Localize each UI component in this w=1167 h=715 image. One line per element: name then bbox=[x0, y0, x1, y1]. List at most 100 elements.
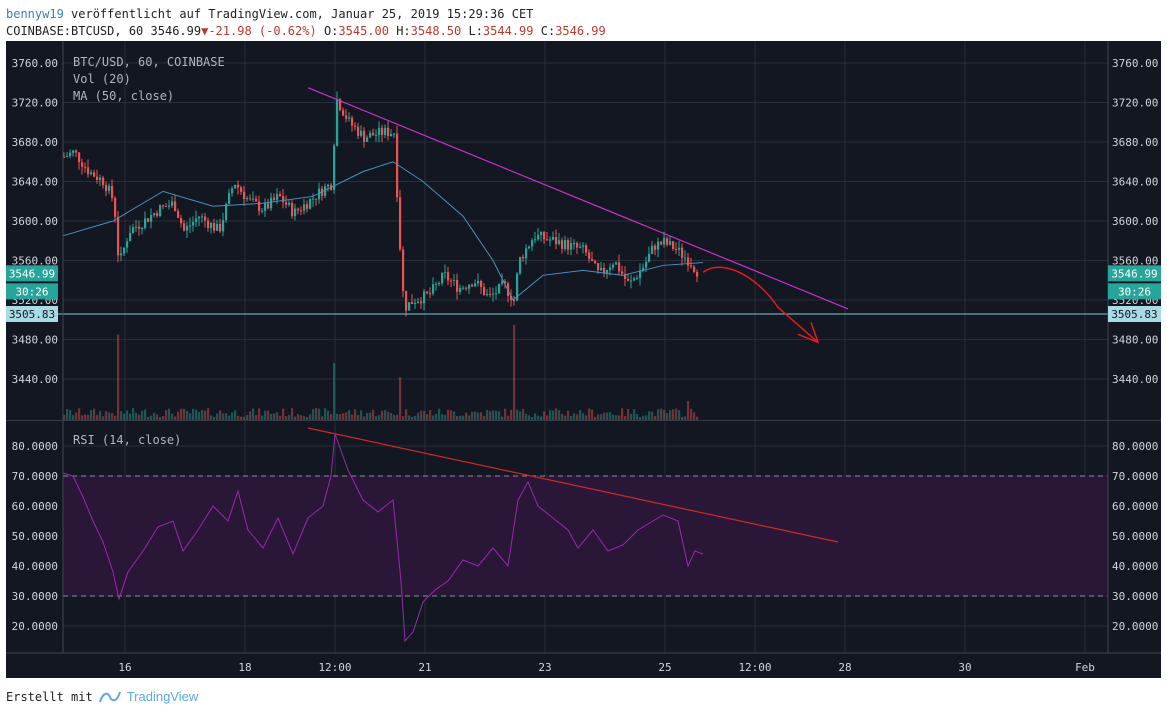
volume-bar bbox=[123, 413, 126, 420]
support-price-tag: 3505.83 bbox=[9, 308, 55, 321]
volume-bar bbox=[618, 415, 621, 420]
candle-body bbox=[228, 193, 231, 204]
candle-body bbox=[327, 184, 330, 187]
candle-body bbox=[696, 272, 699, 277]
volume-bar bbox=[285, 416, 288, 420]
candle-body bbox=[192, 222, 195, 226]
candle-body bbox=[396, 133, 399, 198]
candle-body bbox=[636, 277, 639, 279]
candle-body bbox=[69, 152, 72, 157]
candle-body bbox=[270, 197, 273, 209]
rsi-tick-left: 40.0000 bbox=[12, 560, 58, 573]
candle-body bbox=[657, 241, 660, 250]
volume-bar bbox=[633, 409, 636, 420]
rsi-tick-right: 20.0000 bbox=[1112, 620, 1158, 633]
forecast-arrow[interactable] bbox=[702, 266, 820, 344]
ohlc-close-label: C: bbox=[540, 24, 556, 38]
tradingview-brand[interactable]: TradingView bbox=[126, 689, 199, 704]
candle-body bbox=[432, 284, 435, 294]
footer-text: Erstellt mit bbox=[6, 689, 93, 704]
volume-bar bbox=[207, 408, 210, 420]
candle-body bbox=[246, 198, 249, 200]
volume-bar bbox=[585, 415, 588, 420]
volume-bar bbox=[108, 412, 111, 420]
volume-bar bbox=[168, 408, 171, 420]
candle-body bbox=[132, 227, 135, 233]
volume-bar bbox=[204, 410, 207, 420]
candle-body bbox=[138, 226, 141, 229]
volume-bar bbox=[579, 409, 582, 420]
candle-body bbox=[546, 239, 549, 241]
candle-body bbox=[582, 245, 585, 247]
candle-body bbox=[504, 281, 507, 284]
volume-bar bbox=[102, 416, 105, 420]
volume-bar bbox=[681, 416, 684, 420]
countdown-tag-bg bbox=[1108, 283, 1161, 300]
candle-body bbox=[633, 278, 636, 281]
candle-body bbox=[114, 198, 117, 217]
footer: Erstellt mit TradingView bbox=[6, 689, 198, 704]
candle-body bbox=[360, 130, 363, 136]
candle-body bbox=[606, 270, 609, 273]
volume-bar bbox=[603, 412, 606, 420]
price-trendline[interactable] bbox=[307, 87, 849, 310]
volume-bar bbox=[93, 408, 96, 420]
volume-bar bbox=[561, 413, 564, 420]
publish-info: bennyw19 veröffentlicht auf TradingView.… bbox=[6, 7, 533, 21]
ohlc-open-label: O: bbox=[323, 24, 339, 38]
candle-body bbox=[282, 196, 285, 203]
candle-body bbox=[600, 268, 603, 271]
candle-body bbox=[162, 205, 165, 207]
candle-body bbox=[471, 284, 474, 287]
candle-body bbox=[129, 232, 132, 242]
support-price-tag: 3505.83 bbox=[1111, 308, 1157, 321]
candle-body bbox=[348, 117, 351, 119]
volume-bar bbox=[657, 409, 660, 420]
candle-body bbox=[651, 245, 654, 254]
candle-body bbox=[210, 223, 213, 229]
volume-bar bbox=[327, 410, 330, 420]
y-tick-left: 3720.00 bbox=[12, 97, 58, 110]
candle-body bbox=[624, 273, 627, 279]
candle-body bbox=[255, 198, 258, 202]
candle-body bbox=[609, 267, 612, 271]
volume-bar bbox=[663, 409, 666, 420]
volume-bar bbox=[291, 408, 294, 420]
candle-body bbox=[201, 216, 204, 218]
legend-symbol: BTC/USD, 60, COINBASE bbox=[73, 55, 225, 69]
tradingview-logo-icon bbox=[98, 691, 121, 702]
candle-body bbox=[465, 287, 468, 289]
countdown-tag: 30:26 bbox=[15, 285, 48, 298]
volume-bar bbox=[648, 411, 651, 420]
volume-bar bbox=[597, 414, 600, 420]
volume-bar bbox=[645, 415, 648, 420]
candle-body bbox=[375, 134, 378, 136]
candle-body bbox=[189, 225, 192, 227]
candle-body bbox=[276, 194, 279, 200]
last-price-tag-bg bbox=[1108, 265, 1161, 282]
candle-body bbox=[555, 236, 558, 245]
volume-bar bbox=[294, 416, 297, 420]
rsi-trendline[interactable] bbox=[307, 427, 839, 543]
volume-bar bbox=[390, 412, 393, 420]
volume-bar bbox=[234, 410, 237, 420]
volume-bar bbox=[408, 415, 411, 420]
author-name[interactable]: bennyw19 bbox=[6, 7, 64, 21]
rsi-tick-left: 80.0000 bbox=[12, 440, 58, 453]
volume-bar bbox=[114, 415, 117, 420]
volume-bar bbox=[84, 414, 87, 420]
volume-bar bbox=[393, 414, 396, 420]
x-tick-label: 28 bbox=[838, 661, 851, 674]
candle-body bbox=[207, 220, 210, 229]
candle-body bbox=[222, 220, 225, 232]
candle-body bbox=[411, 302, 414, 305]
candle-body bbox=[258, 201, 261, 211]
volume-bar bbox=[399, 377, 402, 420]
y-tick-right: 3480.00 bbox=[1112, 334, 1158, 347]
candle-body bbox=[345, 115, 348, 119]
volume-bar bbox=[186, 410, 189, 420]
volume-bar bbox=[612, 414, 615, 420]
candle-body bbox=[369, 132, 372, 138]
candle-body bbox=[585, 245, 588, 253]
